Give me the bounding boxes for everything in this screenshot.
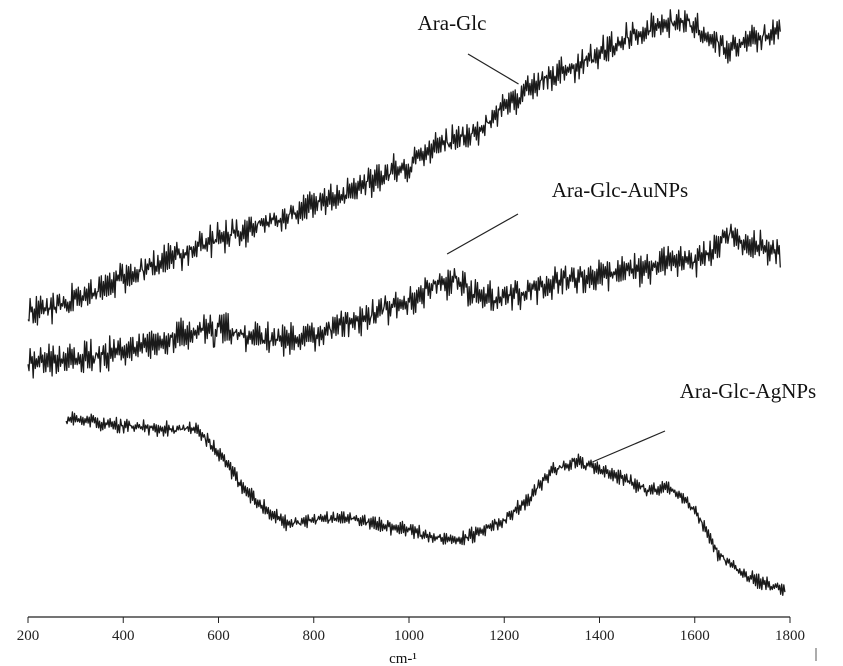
series-line-ara-glc xyxy=(27,9,781,326)
x-tick-label-200: 200 xyxy=(17,628,40,644)
annotation-label-3: Ara-Glc-AgNPs xyxy=(680,379,816,403)
x-tick-label-400: 400 xyxy=(112,628,135,644)
x-tick-label-800: 800 xyxy=(303,628,326,644)
annotation-leader-1 xyxy=(467,53,519,85)
corner-mark: | xyxy=(814,646,817,662)
annotation-label-1: Ara-Glc xyxy=(418,11,487,35)
annotation-label-2: Ara-Glc-AuNPs xyxy=(552,178,688,202)
x-tick-label-1600: 1600 xyxy=(680,628,710,644)
x-tick-label-1200: 1200 xyxy=(489,628,519,644)
x-tick-label-1400: 1400 xyxy=(585,628,615,644)
annotation-leader-3 xyxy=(592,430,666,463)
x-axis: 200 400 600 800 1000 1200 1400 1600 1800 xyxy=(17,616,805,644)
series-line-ara-glc-agnps xyxy=(65,411,786,596)
series-layer xyxy=(27,9,786,596)
x-tick-label-600: 600 xyxy=(207,628,230,644)
annotation-leader-2 xyxy=(446,213,519,255)
x-axis-title: cm-¹ xyxy=(389,651,417,666)
x-tick-label-1800: 1800 xyxy=(775,628,805,644)
x-tick-label-1000: 1000 xyxy=(394,628,424,644)
series-line-ara-glc-aunps xyxy=(27,223,781,379)
annotation-layer: Ara-Glc Ara-Glc-AuNPs Ara-Glc-AgNPs xyxy=(418,11,816,463)
